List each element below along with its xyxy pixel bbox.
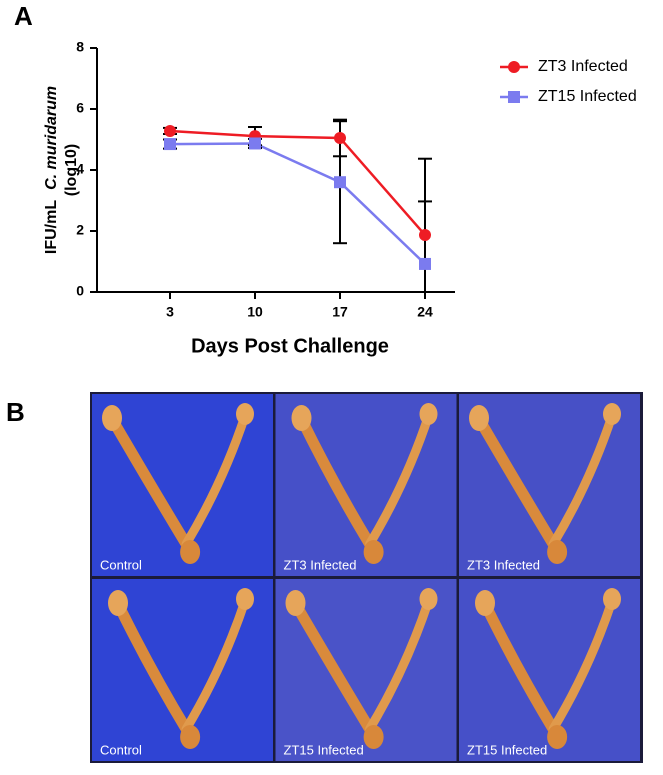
tissue <box>181 596 250 734</box>
panel-label: B <box>6 397 25 427</box>
y-tick-label: 6 <box>76 100 84 116</box>
tissue <box>285 590 306 616</box>
x-tick-label: 24 <box>417 304 433 320</box>
tissue <box>547 540 568 564</box>
tissue <box>108 590 128 616</box>
tissue <box>290 598 382 747</box>
plot-area <box>163 118 432 292</box>
tissue-photo <box>475 588 621 749</box>
tissue <box>548 596 617 734</box>
tissue <box>363 725 384 749</box>
tissue <box>479 598 565 747</box>
tissue-photo <box>108 588 254 749</box>
photo-caption: Control <box>100 557 142 572</box>
photo-caption: ZT3 Infected <box>284 557 357 572</box>
point <box>419 257 431 270</box>
y-label-species: C. muridarum <box>43 86 60 190</box>
tissue-photo <box>285 588 438 749</box>
tissue <box>473 413 565 562</box>
y-label-prefix: IFU/mL <box>43 200 60 254</box>
point <box>164 138 176 151</box>
y-label-unit: (log10) <box>63 144 80 196</box>
tissue <box>180 540 201 564</box>
y-tick-label: 4 <box>76 161 84 177</box>
y-tick-label: 0 <box>76 283 84 299</box>
legend-marker <box>508 61 520 73</box>
y-label-line: IFU/mL C. muridarum <box>43 86 60 254</box>
legend-label: ZT15 Infected <box>538 88 637 105</box>
series-line <box>169 129 426 236</box>
tissue-photo <box>469 403 621 564</box>
tissue <box>291 405 312 431</box>
tissue <box>419 403 438 425</box>
tissue <box>475 590 495 616</box>
tissue-photo <box>102 403 254 564</box>
tissue <box>236 403 254 425</box>
x-tick-label: 17 <box>332 304 348 320</box>
tissue <box>363 540 384 564</box>
x-tick-label: 10 <box>247 304 263 320</box>
y-tick-label: 2 <box>76 222 84 238</box>
photo-caption: Control <box>100 742 142 757</box>
x-tick-label: 3 <box>166 304 174 320</box>
tissue <box>296 413 382 562</box>
point <box>164 124 176 137</box>
photo-caption: ZT15 Infected <box>284 742 364 757</box>
tissue-photo <box>291 403 438 564</box>
photo-caption: ZT15 Infected <box>467 742 547 757</box>
tissue <box>102 405 122 431</box>
y-tick-label: 8 <box>76 39 84 55</box>
point <box>334 131 346 144</box>
x-axis-label: Days Post Challenge <box>191 335 389 357</box>
tissue <box>548 411 617 549</box>
panel-label: A <box>14 1 33 31</box>
point <box>334 176 346 189</box>
tissue <box>419 588 438 610</box>
tissue <box>547 725 568 749</box>
y-axis-label: IFU/mL C. muridarum (log10) <box>43 86 80 254</box>
tissue <box>106 413 198 562</box>
tissue <box>180 725 201 749</box>
tissue <box>603 588 621 610</box>
legend-marker <box>508 91 520 103</box>
point <box>249 137 261 150</box>
tissue <box>365 411 433 549</box>
tissue <box>603 403 621 425</box>
tissue <box>112 598 198 747</box>
photo-caption: ZT3 Infected <box>467 557 540 572</box>
point <box>419 228 431 241</box>
tissue <box>236 588 254 610</box>
tissue <box>469 405 489 431</box>
tissue <box>365 596 433 734</box>
series-line <box>169 142 426 265</box>
tissue <box>181 411 250 549</box>
legend-label: ZT3 Infected <box>538 58 628 75</box>
